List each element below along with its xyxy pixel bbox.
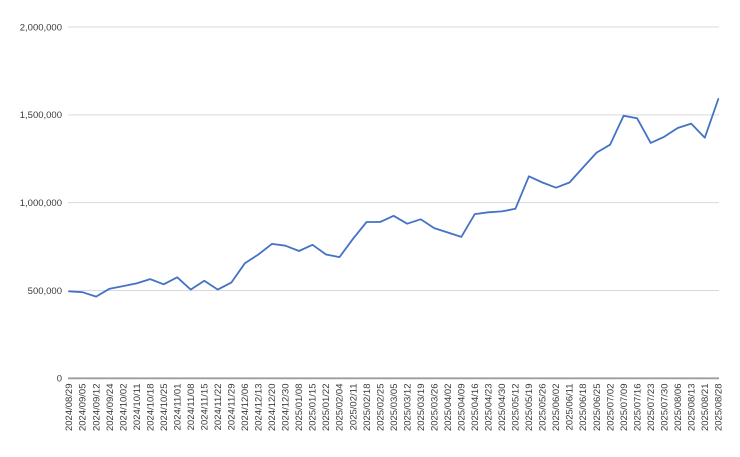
x-axis-tick-label: 2024/12/06 bbox=[240, 384, 251, 432]
x-axis-tick-label: 2025/03/19 bbox=[416, 384, 427, 432]
x-axis-tick-label: 2025/02/04 bbox=[335, 384, 346, 432]
x-axis-tick-label: 2025/04/09 bbox=[456, 384, 467, 432]
x-axis-tick-label: 2025/06/18 bbox=[578, 384, 589, 432]
x-axis-tick-label: 2024/12/30 bbox=[281, 384, 292, 432]
x-axis-tick-label: 2024/10/25 bbox=[159, 384, 170, 432]
x-axis-tick-label: 2025/02/11 bbox=[348, 384, 359, 431]
x-axis-tick-label: 2025/07/16 bbox=[632, 384, 643, 432]
x-axis-tick-label: 2025/04/23 bbox=[484, 383, 495, 431]
x-axis-tick-label: 2025/04/30 bbox=[497, 383, 508, 431]
x-axis-tick-label: 2024/09/12 bbox=[91, 384, 102, 432]
x-axis-tick-label: 2025/01/15 bbox=[308, 384, 319, 432]
x-axis-tick-label: 2025/03/26 bbox=[429, 384, 440, 432]
x-axis-tick-label: 2025/08/13 bbox=[686, 384, 697, 432]
x-axis-tick-label: 2024/10/11 bbox=[132, 384, 143, 431]
x-axis-tick-label: 2025/03/05 bbox=[389, 384, 400, 432]
x-axis-tick-label: 2025/02/25 bbox=[375, 384, 386, 432]
x-axis-tick-label: 2025/05/12 bbox=[511, 384, 522, 432]
x-axis-tick-label: 2024/11/15 bbox=[199, 384, 210, 431]
x-axis-tick-label: 2025/06/02 bbox=[551, 384, 562, 432]
x-axis-tick-label: 2024/12/13 bbox=[254, 384, 265, 432]
y-axis-tick-label: 2,000,000 bbox=[20, 22, 62, 33]
x-axis-tick-label: 2025/05/19 bbox=[524, 384, 535, 432]
x-axis-tick-label: 2024/12/20 bbox=[267, 384, 278, 432]
x-axis-tick-label: 2024/09/05 bbox=[78, 384, 89, 432]
x-axis-tick-label: 2024/10/02 bbox=[118, 384, 129, 432]
x-axis-tick-label: 2025/07/02 bbox=[605, 384, 616, 432]
x-axis-tick-label: 2024/11/22 bbox=[213, 384, 224, 431]
x-axis-tick-label: 2025/06/25 bbox=[592, 384, 603, 432]
x-axis-tick-label: 2024/11/01 bbox=[172, 384, 183, 431]
x-axis-tick-label: 2025/08/21 bbox=[700, 384, 711, 432]
x-axis-tick-label: 2024/11/08 bbox=[186, 384, 197, 431]
y-axis-tick-label: 0 bbox=[57, 374, 62, 385]
x-axis-tick-label: 2025/06/11 bbox=[565, 384, 576, 431]
x-axis-tick-label: 2025/04/16 bbox=[470, 384, 481, 432]
x-axis-tick-label: 2025/04/02 bbox=[443, 384, 454, 432]
y-axis-tick-label: 1,000,000 bbox=[20, 198, 62, 209]
x-axis-tick-label: 2025/08/06 bbox=[673, 384, 684, 432]
x-axis-tick-label: 2025/08/28 bbox=[714, 384, 725, 432]
x-axis-tick-label: 2025/02/18 bbox=[362, 384, 373, 432]
x-axis-tick-label: 2024/11/29 bbox=[227, 384, 238, 431]
x-axis-tick-label: 2024/09/24 bbox=[105, 384, 116, 432]
y-axis-tick-label: 500,000 bbox=[28, 286, 62, 297]
x-axis-tick-label: 2025/01/22 bbox=[321, 384, 332, 432]
y-axis-tick-label: 1,500,000 bbox=[20, 110, 62, 121]
x-axis-tick-label: 2025/01/08 bbox=[294, 384, 305, 432]
x-axis-tick-label: 2025/05/26 bbox=[538, 384, 549, 432]
x-axis-tick-label: 2025/07/30 bbox=[659, 384, 670, 432]
x-axis-tick-label: 2025/07/23 bbox=[646, 384, 657, 432]
x-axis-tick-label: 2025/03/12 bbox=[402, 384, 413, 432]
series-line bbox=[68, 98, 720, 298]
x-axis-tick-label: 2025/07/09 bbox=[619, 384, 630, 432]
x-axis-tick-label: 2024/08/29 bbox=[64, 384, 75, 432]
x-axis-tick-label: 2024/10/18 bbox=[145, 384, 156, 432]
